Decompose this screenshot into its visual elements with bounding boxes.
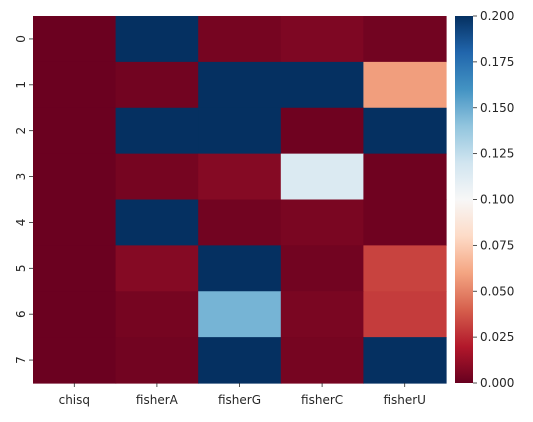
heatmap-cell-r7-c0: [33, 337, 116, 383]
heatmap-cells: [33, 16, 447, 384]
x-tick-label: fisherC: [301, 393, 343, 407]
colorbar-tick-label: 0.025: [480, 330, 514, 344]
colorbar-tick-label: 0.150: [480, 101, 514, 115]
heatmap-cell-r6-c4: [363, 291, 446, 337]
colorbar-tick-label: 0.075: [480, 238, 514, 252]
heatmap-cell-r0-c0: [33, 16, 116, 62]
heatmap-cell-r0-c1: [116, 16, 199, 62]
heatmap-cell-r7-c4: [363, 337, 446, 383]
y-tick-label: 1: [14, 81, 28, 89]
heatmap-cell-r5-c1: [116, 245, 199, 291]
heatmap-cell-r5-c4: [363, 245, 446, 291]
heatmap-cell-r1-c3: [281, 62, 364, 108]
colorbar-tick-label: 0.125: [480, 147, 514, 161]
heatmap-cell-r5-c3: [281, 245, 364, 291]
heatmap-cell-r4-c3: [281, 200, 364, 246]
y-tick-label: 2: [14, 127, 28, 135]
heatmap-cell-r4-c0: [33, 200, 116, 246]
colorbar-tick-label: 0.200: [480, 9, 514, 23]
heatmap-cell-r1-c4: [363, 62, 446, 108]
heatmap-cell-r5-c0: [33, 245, 116, 291]
heatmap-cell-r6-c0: [33, 291, 116, 337]
x-tick-label: fisherG: [218, 393, 261, 407]
y-tick-label: 7: [14, 356, 28, 364]
y-tick-label: 0: [14, 35, 28, 43]
x-tick-label: fisherU: [383, 393, 426, 407]
heatmap-cell-r7-c2: [198, 337, 281, 383]
heatmap-cell-r1-c1: [116, 62, 199, 108]
colorbar-tick-label: 0.050: [480, 284, 514, 298]
heatmap-cell-r3-c0: [33, 154, 116, 200]
y-tick-label: 5: [14, 264, 28, 272]
colorbar-tick-label: 0.100: [480, 193, 514, 207]
colorbar: [455, 16, 473, 383]
y-tick-label: 4: [14, 219, 28, 227]
x-tick-label: fisherA: [136, 393, 179, 407]
heatmap-cell-r1-c2: [198, 62, 281, 108]
heatmap-cell-r0-c2: [198, 16, 281, 62]
x-axis-ticks: chisq fisherA fisherG fisherC fisherU: [59, 383, 426, 407]
heatmap-cell-r3-c3: [281, 154, 364, 200]
heatmap-cell-r3-c4: [363, 154, 446, 200]
heatmap-cell-r4-c1: [116, 200, 199, 246]
y-tick-label: 6: [14, 310, 28, 318]
heatmap-cell-r6-c1: [116, 291, 199, 337]
heatmap-cell-r1-c0: [33, 62, 116, 108]
heatmap-cell-r4-c2: [198, 200, 281, 246]
heatmap-cell-r2-c0: [33, 108, 116, 154]
heatmap-cell-r2-c4: [363, 108, 446, 154]
heatmap-cell-r3-c1: [116, 154, 199, 200]
y-axis-ticks: 0 1 2 3 4 5 6 7: [14, 35, 33, 364]
colorbar-ticks: 0.000 0.025 0.050 0.075 0.100 0.125 0.150 0.175…: [473, 9, 514, 390]
heatmap-cell-r3-c2: [198, 154, 281, 200]
colorbar-tick-label: 0.000: [480, 376, 514, 390]
heatmap-cell-r2-c3: [281, 108, 364, 154]
heatmap-cell-r2-c1: [116, 108, 199, 154]
heatmap-cell-r6-c3: [281, 291, 364, 337]
heatmap-cell-r7-c1: [116, 337, 199, 383]
heatmap-cell-r6-c2: [198, 291, 281, 337]
x-tick-label: chisq: [59, 393, 90, 407]
heatmap-cell-r0-c4: [363, 16, 446, 62]
y-tick-label: 3: [14, 173, 28, 181]
heatmap-cell-r5-c2: [198, 245, 281, 291]
heatmap-cell-r4-c4: [363, 200, 446, 246]
heatmap-cell-r2-c2: [198, 108, 281, 154]
heatmap-cell-r0-c3: [281, 16, 364, 62]
colorbar-tick-label: 0.175: [480, 55, 514, 69]
heatmap-cell-r7-c3: [281, 337, 364, 383]
